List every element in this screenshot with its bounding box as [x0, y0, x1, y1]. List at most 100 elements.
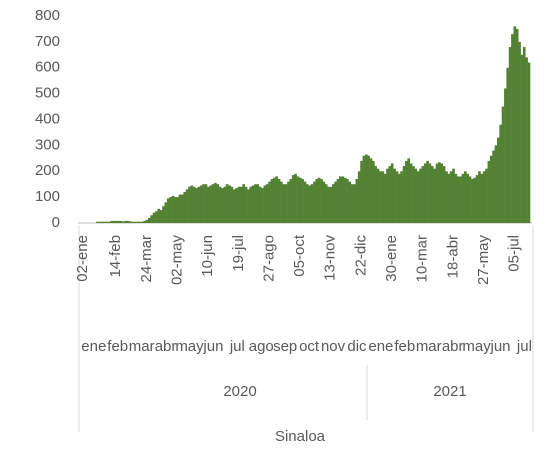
bar: [204, 184, 208, 223]
bar: [218, 186, 222, 223]
bar: [131, 221, 135, 223]
y-tick-label: 800: [35, 7, 60, 24]
bar: [157, 208, 161, 223]
bar: [485, 168, 488, 223]
bar: [426, 160, 429, 223]
y-tick-label: 500: [35, 85, 60, 102]
bar: [197, 186, 201, 223]
bar: [258, 186, 262, 223]
bar: [190, 185, 194, 223]
bar: [522, 47, 526, 223]
bar: [237, 186, 241, 223]
y-tick-label: 600: [35, 59, 60, 76]
bar: [466, 173, 469, 223]
bar: [284, 184, 288, 223]
bar: [381, 171, 385, 223]
bar: [518, 41, 521, 223]
bar: [145, 219, 149, 223]
bar: [176, 197, 179, 223]
y-tick-label: 300: [35, 136, 60, 153]
bar: [275, 176, 279, 223]
bar: [110, 220, 113, 223]
bar: [364, 154, 368, 223]
year-label: 2021: [433, 383, 466, 400]
bar: [235, 188, 238, 223]
bar: [501, 106, 505, 223]
bar: [249, 186, 253, 223]
bar: [397, 173, 401, 223]
bar: [315, 179, 319, 223]
bar: [310, 184, 314, 223]
bar: [239, 186, 243, 223]
x-tick-label: 27-may: [475, 235, 492, 286]
bar: [346, 179, 349, 223]
bar: [421, 166, 425, 223]
month-label: may: [175, 338, 204, 355]
bar: [308, 185, 312, 223]
bar: [140, 221, 144, 223]
bar: [277, 179, 281, 223]
bar: [254, 184, 257, 223]
bar: [504, 88, 507, 223]
x-tick-label: 10-jun: [199, 235, 216, 277]
bar: [388, 166, 392, 223]
bar: [136, 221, 139, 223]
bar: [438, 162, 441, 223]
month-label: abr: [442, 338, 464, 355]
bar: [440, 163, 444, 223]
month-label: abr: [155, 338, 177, 355]
bar: [369, 158, 373, 223]
bar: [322, 181, 326, 223]
bar: [416, 171, 420, 223]
bar: [112, 220, 116, 223]
bar: [390, 163, 394, 223]
bar: [303, 181, 307, 223]
bar: [202, 184, 205, 223]
bar: [178, 194, 182, 223]
bar: [117, 220, 121, 223]
bar: [496, 137, 500, 223]
bar: [282, 184, 286, 223]
x-axis-title: Sinaloa: [275, 428, 326, 445]
bar: [376, 168, 380, 223]
bar: [475, 175, 479, 223]
bar: [96, 221, 99, 223]
month-label: may: [462, 338, 491, 355]
bar: [216, 184, 220, 223]
bar: [409, 163, 413, 223]
bar: [454, 173, 458, 223]
bar: [442, 166, 446, 223]
month-label: mar: [416, 338, 442, 355]
bar: [211, 184, 215, 223]
bar: [294, 173, 297, 223]
bar: [379, 171, 382, 223]
bar: [367, 155, 370, 223]
bar: [183, 191, 187, 223]
bar: [515, 28, 519, 223]
year-label: 2020: [223, 383, 256, 400]
bar: [221, 188, 224, 223]
bar: [313, 181, 316, 223]
bar: [430, 166, 434, 223]
bar: [395, 171, 399, 223]
bar: [386, 168, 389, 223]
bar: [320, 179, 323, 223]
bar: [435, 163, 439, 223]
bar: [482, 171, 486, 223]
bar: [412, 166, 415, 223]
bar: [329, 186, 333, 223]
bar: [383, 173, 387, 223]
bar: [407, 158, 411, 223]
bar: [449, 171, 453, 223]
bar: [209, 185, 212, 223]
bar: [374, 166, 378, 223]
x-tick-label: 02-may: [168, 235, 185, 286]
y-tick-label: 700: [35, 33, 60, 50]
bar: [270, 179, 274, 223]
bar: [511, 34, 514, 223]
month-label: jun: [202, 338, 223, 355]
month-label: jul: [229, 338, 245, 355]
bar: [98, 221, 102, 223]
bar: [487, 160, 491, 223]
